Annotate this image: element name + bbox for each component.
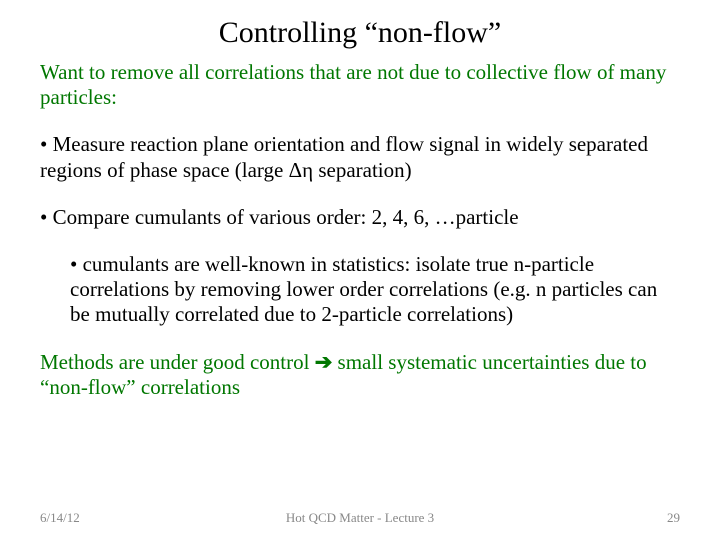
footer-lecture: Hot QCD Matter - Lecture 3	[40, 510, 680, 526]
conclusion-pre: Methods are under good control	[40, 350, 315, 374]
slide-footer: 6/14/12 Hot QCD Matter - Lecture 3 29	[40, 510, 680, 526]
arrow-icon: ➔	[315, 351, 333, 374]
footer-date: 6/14/12	[40, 510, 80, 526]
slide-container: Controlling “non-flow” Want to remove al…	[0, 0, 720, 540]
bullet-measure: • Measure reaction plane orientation and…	[40, 132, 680, 182]
slide-title: Controlling “non-flow”	[40, 16, 680, 50]
footer-page-number: 29	[667, 510, 680, 526]
bullet-compare: • Compare cumulants of various order: 2,…	[40, 205, 680, 230]
conclusion-text: Methods are under good control ➔ small s…	[40, 350, 680, 400]
intro-text: Want to remove all correlations that are…	[40, 60, 680, 110]
sub-bullet-cumulants: • cumulants are well-known in statistics…	[70, 252, 680, 328]
